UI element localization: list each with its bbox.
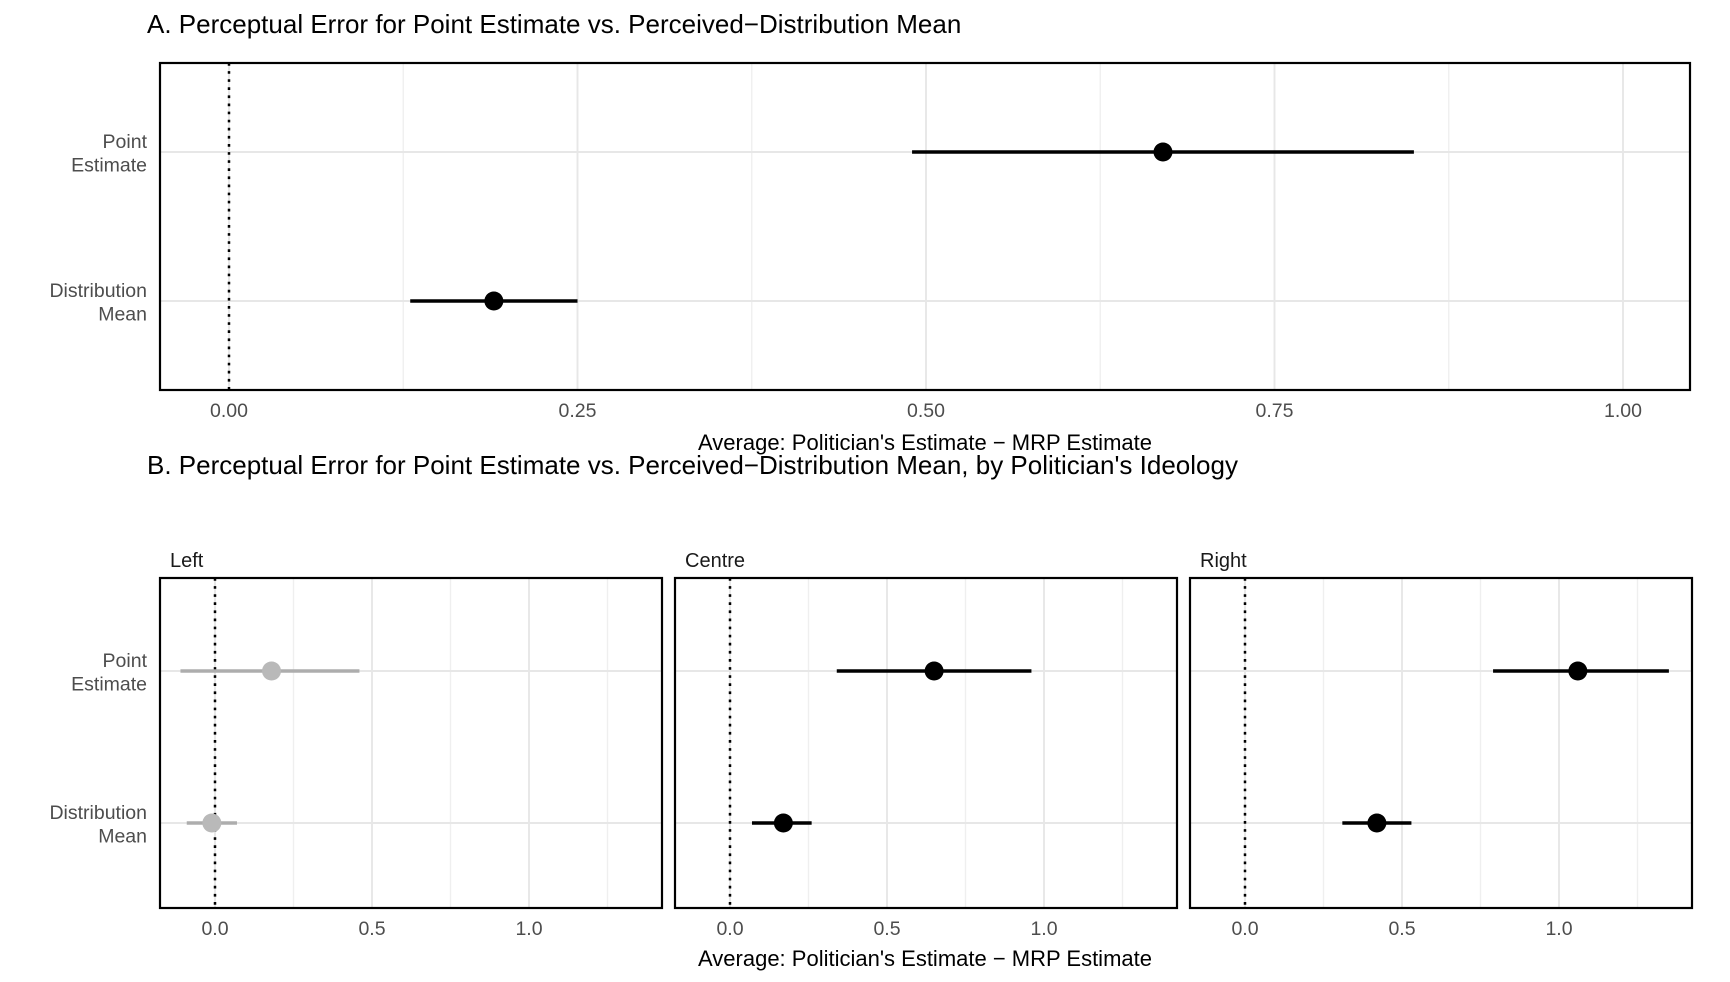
facet-strip-label: Left — [170, 550, 204, 572]
marker-point-estimate — [1153, 142, 1173, 162]
facet-strip-label: Centre — [685, 550, 745, 572]
marker-distribution-mean — [773, 813, 793, 833]
x-tick-label: 1.00 — [1604, 400, 1642, 422]
x-tick-label: 0.5 — [873, 918, 900, 940]
panel-a-title: A. Perceptual Error for Point Estimate v… — [147, 9, 962, 39]
x-tick-label: 1.0 — [1545, 918, 1572, 940]
panel-border — [158, 576, 664, 910]
panel-border — [1188, 576, 1694, 910]
x-tick-label: 0.0 — [201, 918, 228, 940]
x-tick-label: 1.0 — [515, 918, 542, 940]
y-axis-label: Point Estimate — [71, 131, 147, 177]
x-tick-label: 0.50 — [907, 400, 945, 422]
x-tick-label: 0.5 — [1388, 918, 1415, 940]
x-tick-label: 1.0 — [1030, 918, 1057, 940]
x-tick-label: 0.0 — [1231, 918, 1258, 940]
marker-distribution-mean — [202, 813, 222, 833]
y-axis-label: Distribution Mean — [49, 802, 147, 848]
panel-border — [673, 576, 1179, 910]
marker-distribution-mean — [1367, 813, 1387, 833]
marker-point-estimate — [1568, 661, 1588, 681]
x-tick-label: 0.5 — [358, 918, 385, 940]
x-tick-label: 0.0 — [716, 918, 743, 940]
panel-a-x-axis-title: Average: Politician's Estimate − MRP Est… — [698, 430, 1152, 455]
facet-strip-label: Right — [1200, 550, 1247, 572]
x-tick-label: 0.00 — [210, 400, 248, 422]
x-tick-label: 0.75 — [1256, 400, 1294, 422]
y-axis-label: Point Estimate — [71, 650, 147, 696]
marker-point-estimate — [262, 661, 282, 681]
y-axis-label: Distribution Mean — [49, 280, 147, 326]
panel-border — [158, 61, 1692, 392]
marker-point-estimate — [924, 661, 944, 681]
panel-b-x-axis-title: Average: Politician's Estimate − MRP Est… — [698, 946, 1152, 971]
panel-b-title: B. Perceptual Error for Point Estimate v… — [147, 450, 1238, 480]
marker-distribution-mean — [484, 291, 504, 311]
x-tick-label: 0.25 — [559, 400, 597, 422]
